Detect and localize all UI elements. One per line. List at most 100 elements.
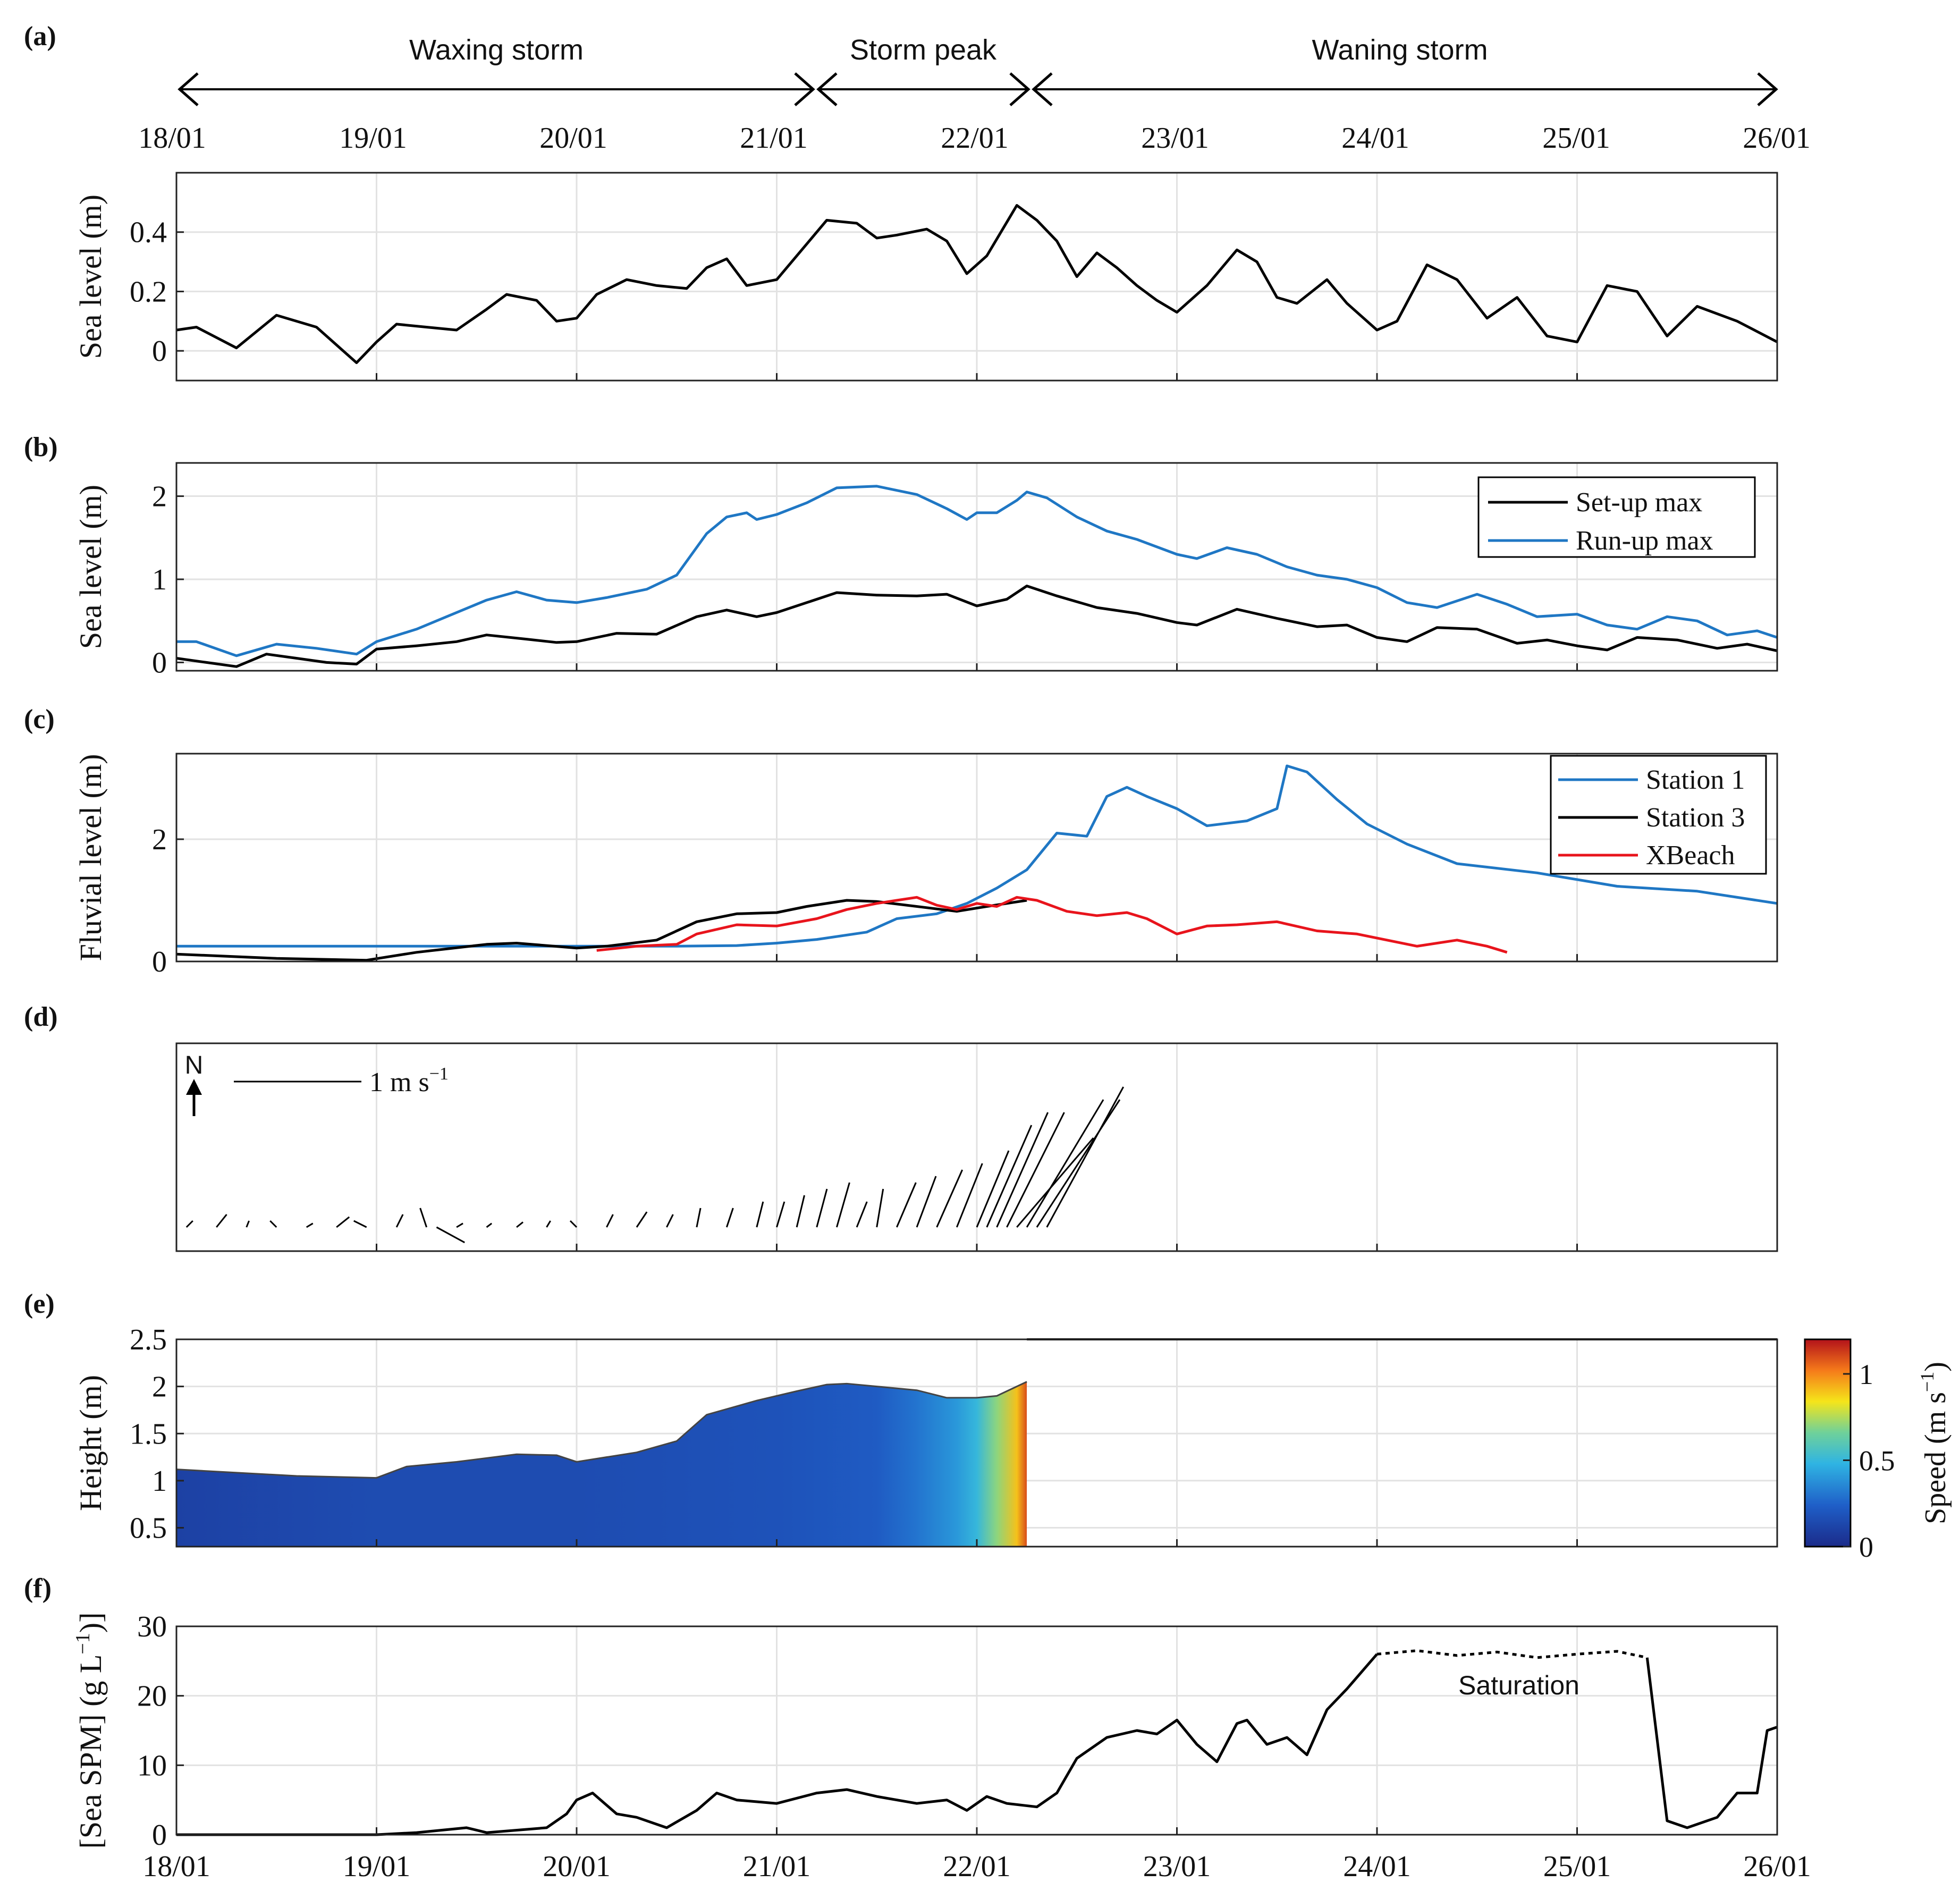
current-stick [569, 1220, 578, 1228]
current-stick [916, 1176, 937, 1228]
current-stick [636, 1211, 648, 1228]
y-tick-label: 30 [137, 1610, 167, 1643]
top-tick-label: 24/01 [1341, 122, 1409, 155]
current-stick [419, 1208, 428, 1228]
current-stick [956, 1163, 983, 1228]
panel-c-fluvial-level: 0 2 Fluvial level (m) [73, 753, 1778, 978]
series-line-run-up-max [176, 485, 1778, 657]
stick-key: N 1 m s−1 [185, 1051, 449, 1116]
bottom-tick-label: 25/01 [1543, 1850, 1611, 1883]
y-tick-label: 0 [152, 335, 167, 368]
legend-b: Set-up max Run-up max [1477, 476, 1756, 558]
panel-a-sea-level: 0 0.2 0.4 Sea level (m) [73, 172, 1778, 382]
y-tick-label: 0 [152, 646, 167, 679]
colorbar-tick-label: 0 [1859, 1531, 1873, 1563]
bottom-tick-label: 22/01 [943, 1850, 1011, 1883]
series-line-spm-0 [176, 204, 1778, 364]
y-axis-label: Fluvial level (m) [73, 754, 108, 961]
north-label: N [185, 1051, 204, 1079]
current-stick [1006, 1112, 1065, 1228]
phase-label-peak: Storm peak [850, 34, 997, 66]
series-line-station-1 [176, 764, 1778, 948]
y-tick-label: 1 [152, 1465, 167, 1498]
current-stick [269, 1220, 277, 1228]
legend-label-station1: Station 1 [1646, 765, 1745, 795]
current-stick [1036, 1099, 1121, 1228]
panel-letter-c: (c) [24, 704, 55, 735]
current-stick [246, 1220, 250, 1228]
series-line-spm-0 [176, 1653, 1378, 1836]
current-stick [353, 1220, 367, 1228]
series-line-station-3 [176, 899, 1027, 962]
current-stick [306, 1222, 314, 1228]
series-line-set-up-max [176, 585, 1778, 668]
top-tick-label: 22/01 [941, 122, 1009, 155]
phase-label-waning: Waning storm [1312, 34, 1488, 66]
y-tick-label: 0.4 [130, 216, 167, 249]
y-tick-label: 0 [152, 946, 167, 978]
y-tick-label: 0.5 [130, 1512, 167, 1545]
north-arrow-head-icon [186, 1079, 202, 1095]
water-surface-line [176, 1381, 1027, 1479]
panel-f-sea-spm: 0 10 20 30 [Sea SPM] (g L−1)] [72, 1610, 1778, 1852]
legend-label-station3: Station 3 [1646, 803, 1745, 833]
y-axis-label: [Sea SPM] (g L−1)] [72, 1613, 108, 1849]
y-tick-label: 2 [152, 480, 167, 513]
y-tick-label: 2.5 [130, 1323, 167, 1356]
current-stick [216, 1214, 227, 1228]
current-stick [796, 1195, 806, 1228]
top-tick-label: 19/01 [339, 122, 407, 155]
current-stick [986, 1125, 1033, 1228]
current-stick [696, 1208, 702, 1228]
current-stick [606, 1214, 614, 1228]
current-stick [1026, 1099, 1104, 1228]
panel-letter-e: (e) [24, 1289, 55, 1319]
current-stick [725, 1208, 734, 1228]
current-stick [456, 1222, 463, 1228]
phase-header: Waxing storm Storm peak Waning storm [178, 34, 1778, 106]
panel-letter-b: (b) [24, 432, 58, 462]
current-stick [395, 1214, 404, 1228]
y-tick-label: 2 [152, 823, 167, 856]
panel-letter-d: (d) [24, 1002, 58, 1032]
legend-label-runup: Run-up max [1576, 526, 1713, 556]
current-stick [856, 1201, 868, 1228]
phase-arrow-waning [1032, 72, 1778, 106]
top-tick-label: 18/01 [138, 122, 206, 155]
current-stick [436, 1226, 465, 1244]
panel-d-current-sticks [175, 1042, 1778, 1252]
current-stick [185, 1220, 193, 1228]
bottom-tick-label: 18/01 [142, 1850, 210, 1883]
current-stick [776, 1201, 785, 1228]
legend-c: Station 1 Station 3 XBeach [1550, 755, 1767, 875]
y-tick-label: 0.2 [130, 275, 167, 308]
phase-arrow-peak [816, 72, 1030, 106]
y-tick-label: 0 [152, 1819, 167, 1852]
y-tick-label: 1 [152, 563, 167, 596]
current-stick [936, 1169, 964, 1228]
y-axis-label: Sea level (m) [73, 485, 108, 649]
current-stick [546, 1220, 552, 1228]
panel-e-speed-heatmap: 0.5 1 1.5 2 2.5 Height (m) [73, 1323, 1778, 1548]
current-stick [836, 1182, 850, 1228]
current-stick [756, 1201, 764, 1228]
current-stick [336, 1216, 350, 1228]
current-stick [1016, 1137, 1094, 1228]
phase-label-waxing: Waxing storm [409, 34, 584, 66]
bottom-tick-label: 21/01 [743, 1850, 811, 1883]
y-tick-label: 1.5 [130, 1417, 167, 1450]
saturation-annotation: Saturation [1458, 1670, 1579, 1700]
y-axis-label: Height (m) [73, 1375, 108, 1511]
colorbar-tick-label: 0.5 [1859, 1445, 1895, 1477]
colorbar-tick-label: 1 [1859, 1358, 1873, 1390]
current-stick [996, 1112, 1049, 1228]
legend-label-xbeach: XBeach [1646, 840, 1735, 871]
y-axis-label: Sea level (m) [73, 195, 108, 359]
colorbar-label: Speed (m s−1) [1916, 1362, 1952, 1524]
current-stick [486, 1222, 493, 1228]
y-tick-label: 10 [137, 1749, 167, 1782]
legend-label-setup: Set-up max [1576, 487, 1702, 518]
current-stick [896, 1182, 917, 1228]
y-tick-label: 20 [137, 1680, 167, 1713]
